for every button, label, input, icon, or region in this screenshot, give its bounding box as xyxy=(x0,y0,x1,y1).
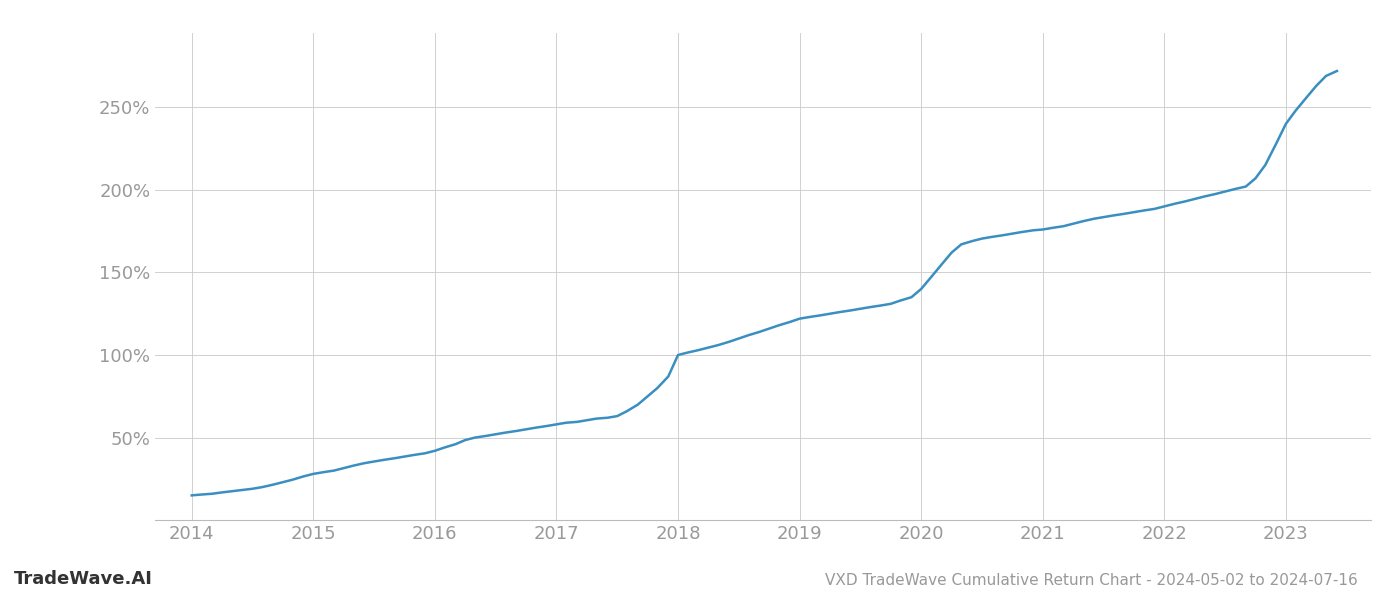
Text: TradeWave.AI: TradeWave.AI xyxy=(14,570,153,588)
Text: VXD TradeWave Cumulative Return Chart - 2024-05-02 to 2024-07-16: VXD TradeWave Cumulative Return Chart - … xyxy=(825,573,1358,588)
